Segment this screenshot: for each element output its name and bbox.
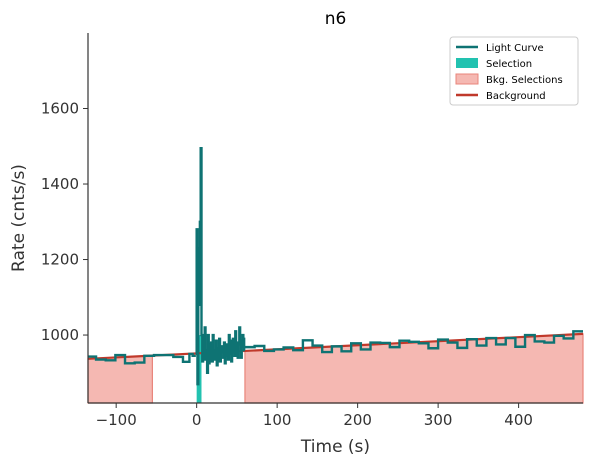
light-curve-burst bbox=[195, 146, 246, 386]
y-tick-label: 1200 bbox=[41, 251, 79, 269]
x-tick-label: 200 bbox=[343, 411, 372, 429]
light-curve-layer bbox=[88, 146, 583, 386]
x-tick-label: 0 bbox=[192, 411, 202, 429]
y-tick-label: 1600 bbox=[41, 100, 79, 118]
y-axis-title: Rate (cnts/s) bbox=[9, 164, 29, 272]
legend-label: Selection bbox=[486, 59, 532, 70]
x-tick-label: 400 bbox=[504, 411, 533, 429]
axes bbox=[87, 33, 583, 404]
light-curve-pre bbox=[88, 352, 196, 365]
y-tick-label: 1400 bbox=[41, 175, 79, 193]
legend-frame bbox=[449, 36, 579, 106]
light-curve-post bbox=[244, 330, 583, 354]
ticks: −100 0 100 200 300 400 1000 1200 1400 1600 bbox=[41, 100, 533, 429]
legend-label: Bkg. Selections bbox=[486, 75, 563, 86]
y-tick-label: 1000 bbox=[41, 326, 79, 344]
bkg-selection-2 bbox=[244, 333, 584, 404]
x-axis-title: Time (s) bbox=[300, 437, 370, 457]
legend-swatch-patch bbox=[456, 58, 478, 68]
x-tick-label: 100 bbox=[263, 411, 292, 429]
chart-title: n6 bbox=[325, 9, 347, 29]
x-tick-label: −100 bbox=[96, 411, 137, 429]
legend-label: Background bbox=[486, 91, 546, 102]
bkg-selection-layer bbox=[87, 333, 584, 404]
legend-label: Light Curve bbox=[486, 43, 544, 54]
x-tick-label: 300 bbox=[424, 411, 453, 429]
legend: Light Curve Selection Bkg. Selections Backg… bbox=[449, 36, 579, 106]
legend-swatch-patch bbox=[455, 73, 479, 85]
